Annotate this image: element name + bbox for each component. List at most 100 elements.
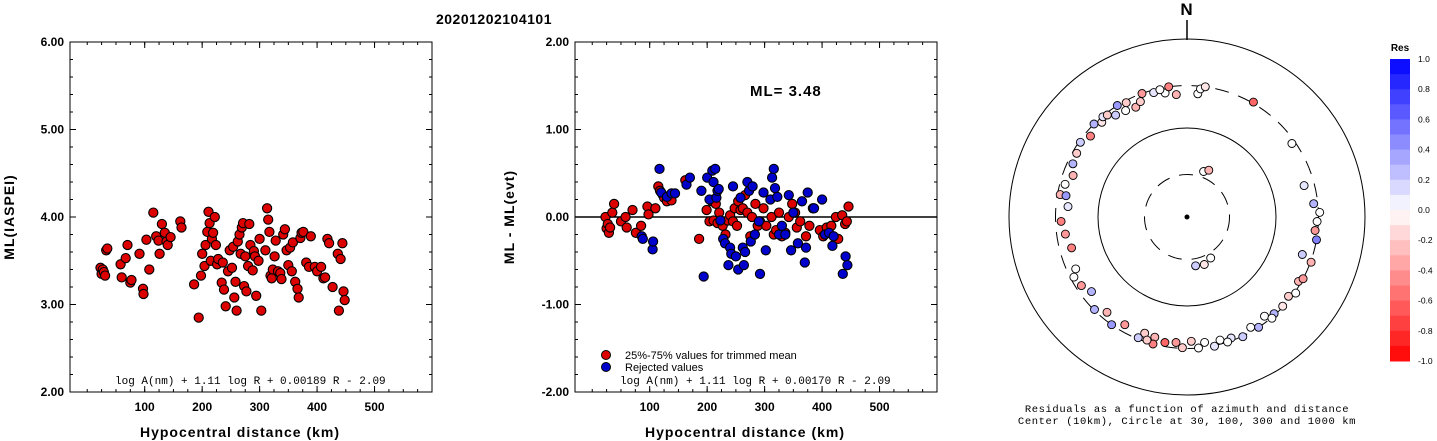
data-point: [804, 220, 815, 231]
station-marker: [1137, 89, 1147, 98]
data-point: [800, 231, 812, 242]
chart2-xtick-label: 300: [755, 400, 775, 414]
colorbar-cell: [1390, 134, 1410, 151]
data-point: [785, 245, 797, 256]
colorbar-tick-label: -0.8: [1418, 326, 1433, 336]
data-point: [226, 262, 238, 273]
station-marker: [1284, 291, 1293, 301]
station-marker: [1164, 82, 1174, 92]
colorbar-cell: [1390, 345, 1410, 362]
colorbar-cell: [1390, 119, 1410, 135]
chart2-xtick-label: 500: [870, 400, 890, 414]
data-point: [241, 286, 252, 297]
data-point: [701, 204, 712, 216]
chart1-ytick-label: 2.00: [41, 385, 65, 399]
distance-ring-100km: [1097, 127, 1277, 307]
data-point: [279, 224, 291, 235]
data-point: [780, 229, 791, 240]
station-marker: [1142, 335, 1152, 345]
colorbar-tick-label: -0.6: [1418, 296, 1433, 306]
station-marker: [1076, 281, 1086, 291]
colorbar-cell: [1390, 315, 1410, 332]
chart1-xtick-label: 400: [307, 400, 327, 414]
data-point: [333, 305, 345, 316]
colorbar-tick-label: 1.0: [1418, 54, 1430, 64]
data-point: [240, 251, 251, 262]
data-point: [120, 252, 131, 264]
distance-ring-30km: [1144, 174, 1230, 260]
station-points: [1055, 82, 1325, 353]
colorbar-cell: [1390, 255, 1410, 271]
chart2-ytick-label: -1.00: [542, 298, 570, 312]
station-marker: [1111, 110, 1121, 120]
colorbar-tick-label: -1.0: [1418, 356, 1433, 366]
colorbar-cell: [1390, 194, 1410, 211]
station-marker: [1278, 301, 1288, 311]
station-marker: [1206, 253, 1216, 263]
data-point: [647, 236, 659, 247]
data-point: [264, 226, 275, 238]
data-point: [230, 276, 241, 287]
data-point: [787, 198, 798, 210]
data-point: [723, 259, 734, 271]
data-point: [840, 251, 851, 262]
chart1-ytick-label: 6.00: [41, 35, 65, 49]
station-marker: [1121, 98, 1131, 108]
station-marker: [1112, 101, 1122, 110]
data-point: [195, 270, 207, 281]
data-point: [270, 235, 281, 246]
data-point: [165, 231, 176, 243]
azimuth-residual-map: N Residuals as a function of azimuth and…: [1008, 0, 1366, 428]
station-marker: [1060, 179, 1070, 189]
data-point: [747, 181, 758, 192]
data-point: [727, 181, 739, 192]
station-marker: [1291, 288, 1301, 298]
chart1-ytick-label: 5.00: [41, 123, 65, 137]
colorbar-cell: [1390, 59, 1410, 75]
data-point: [148, 207, 159, 218]
station-marker: [1223, 337, 1233, 347]
station-marker: [1090, 305, 1099, 314]
data-point: [207, 227, 219, 238]
north-label: N: [1180, 0, 1193, 19]
data-point: [253, 255, 264, 266]
station-marker: [1299, 181, 1309, 191]
station-marker: [1102, 110, 1112, 120]
station-marker: [1254, 322, 1264, 332]
data-point: [244, 218, 255, 230]
data-point: [276, 273, 287, 285]
data-point: [808, 203, 820, 214]
data-point: [696, 185, 707, 196]
data-point: [256, 305, 267, 316]
station-marker: [1171, 90, 1181, 100]
station-marker: [1315, 207, 1325, 217]
data-point: [154, 248, 165, 259]
data-point: [261, 203, 273, 214]
data-point: [841, 216, 852, 227]
colorbar-tick-label: -0.2: [1418, 235, 1433, 245]
ml-vs-distance-chart: 100 200 300 400 500 2.00 3.00 4.00 5.00 6.00 log …: [1, 35, 433, 440]
colorbar-cell: [1390, 89, 1410, 105]
data-point: [323, 238, 335, 249]
residual-colorbar: Res 1.0 0.8 0.6 0.4 0.2 0.0 -0.2 -0.4 -0.6 -0.8 -1…: [1390, 43, 1433, 366]
ml-value-label: ML= 3.48: [750, 83, 822, 100]
data-point: [99, 270, 111, 281]
station-marker: [1107, 320, 1117, 330]
station-marker: [1069, 272, 1079, 282]
data-point: [218, 284, 230, 295]
station-marker: [1067, 243, 1077, 253]
data-point: [827, 240, 838, 252]
data-point: [828, 231, 839, 242]
data-point: [608, 198, 620, 210]
station-marker: [1060, 229, 1070, 239]
data-point: [607, 207, 618, 218]
station-marker: [1102, 307, 1112, 317]
data-point: [715, 215, 726, 226]
data-point: [621, 222, 632, 233]
station-marker: [1075, 137, 1085, 147]
data-point: [200, 239, 211, 251]
data-point: [229, 292, 240, 303]
data-point: [263, 214, 274, 225]
colorbar-ticks: 1.0 0.8 0.6 0.4 0.2 0.0 -0.2 -0.4 -0.6 -0.8 -1.0: [1418, 54, 1433, 366]
data-point: [193, 312, 204, 323]
